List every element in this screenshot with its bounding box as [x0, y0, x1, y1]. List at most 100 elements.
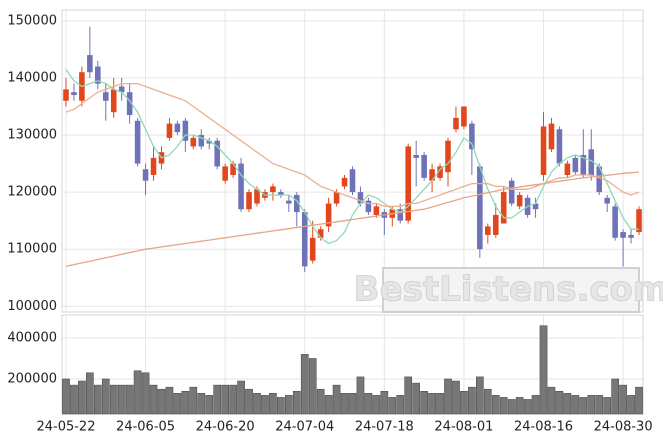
x-tick-label: 24-05-22 [36, 420, 95, 435]
candle-body [206, 140, 213, 144]
volume-bar [555, 390, 564, 415]
candle-body [270, 186, 276, 193]
volume-bar [611, 378, 619, 415]
candle-body [556, 129, 563, 164]
volume-bar [428, 393, 436, 415]
volume-bar [531, 395, 540, 415]
volume-bar [221, 384, 229, 415]
candle-body [445, 140, 451, 173]
y-tick-label: 130000 [7, 128, 57, 143]
volume-bar [300, 354, 309, 415]
price-panel [61, 9, 644, 313]
volume-bar [460, 390, 468, 415]
candle-body [572, 157, 579, 173]
candle-body [118, 86, 125, 93]
volume-bar [340, 393, 349, 415]
candle-body [612, 206, 618, 238]
candle-body [405, 146, 411, 221]
volume-bar [117, 384, 126, 415]
volume-bar [380, 390, 389, 415]
candle-body [246, 192, 252, 210]
watermark-box [382, 267, 640, 313]
x-tick-label: 24-07-18 [355, 420, 414, 435]
volume-bar [197, 393, 206, 415]
volume-bar [284, 395, 293, 415]
candle-body [421, 155, 427, 178]
candle-body [150, 157, 157, 175]
volume-bar [372, 395, 381, 415]
volume-bar [205, 395, 214, 415]
candle-body [63, 89, 69, 101]
candle-body [126, 92, 133, 116]
volume-bar [627, 395, 635, 415]
volume-bar [125, 384, 134, 415]
volume-bar [603, 397, 612, 415]
volume-bar [619, 384, 627, 415]
volume-bar [261, 395, 269, 415]
candle-body [588, 149, 595, 175]
volume-bar [78, 380, 86, 415]
volume-bar [213, 384, 222, 415]
candle-body [564, 163, 571, 175]
candle-body [548, 123, 555, 150]
volume-bar [157, 388, 166, 415]
volume-bar [141, 372, 150, 415]
candle-body [317, 229, 324, 238]
candle-body [397, 209, 404, 221]
y-tick-label: 120000 [7, 185, 57, 200]
candle-body [508, 180, 515, 204]
candle-body [628, 234, 634, 238]
watermark: BestListens.com [354, 270, 663, 310]
volume-bar [539, 325, 548, 415]
candle-body [636, 209, 642, 233]
candle-body [230, 163, 236, 175]
volume-bar [364, 393, 373, 415]
candle-body [492, 214, 499, 235]
volume-bar [587, 395, 596, 415]
candle-body [357, 192, 364, 204]
candle-body [71, 92, 77, 96]
volume-bar [229, 384, 237, 415]
candle-body [373, 206, 380, 215]
volume-tick-label: 200000 [7, 371, 57, 386]
volume-bar [165, 386, 174, 415]
candle-body [469, 123, 475, 150]
volume-bar [420, 390, 428, 415]
volume-bar [308, 358, 317, 415]
volume-bar [595, 395, 604, 415]
volume-bar [332, 384, 341, 415]
candle-body [604, 197, 610, 204]
candle-body [365, 200, 372, 213]
candle-body [166, 123, 173, 138]
volume-bar [499, 397, 508, 415]
candle-body [174, 123, 181, 133]
candle-body [341, 177, 348, 187]
volume-bar [563, 393, 572, 415]
candle-body [190, 137, 197, 147]
candle-body [198, 135, 205, 147]
volume-bar [292, 390, 301, 415]
volume-bar [547, 386, 556, 415]
candle-body [453, 117, 459, 130]
x-tick-label: 24-06-20 [196, 420, 255, 435]
candle-body [254, 189, 260, 204]
moving-average-line [65, 69, 639, 245]
candle-body [477, 166, 483, 250]
candle-body [429, 169, 435, 181]
volume-bar [412, 382, 421, 415]
candle-body [87, 55, 93, 73]
volume-bar [348, 393, 357, 415]
y-tick-label: 110000 [7, 242, 57, 257]
candle-body [142, 169, 149, 181]
volume-bar [444, 378, 452, 415]
volume-bar [324, 395, 333, 415]
volume-bar [388, 397, 397, 415]
volume-bar [269, 393, 277, 415]
volume-bar [579, 397, 588, 415]
volume-bar [356, 376, 365, 415]
candle-body [325, 203, 332, 227]
volume-bar [452, 380, 460, 415]
candle-body [485, 226, 491, 235]
